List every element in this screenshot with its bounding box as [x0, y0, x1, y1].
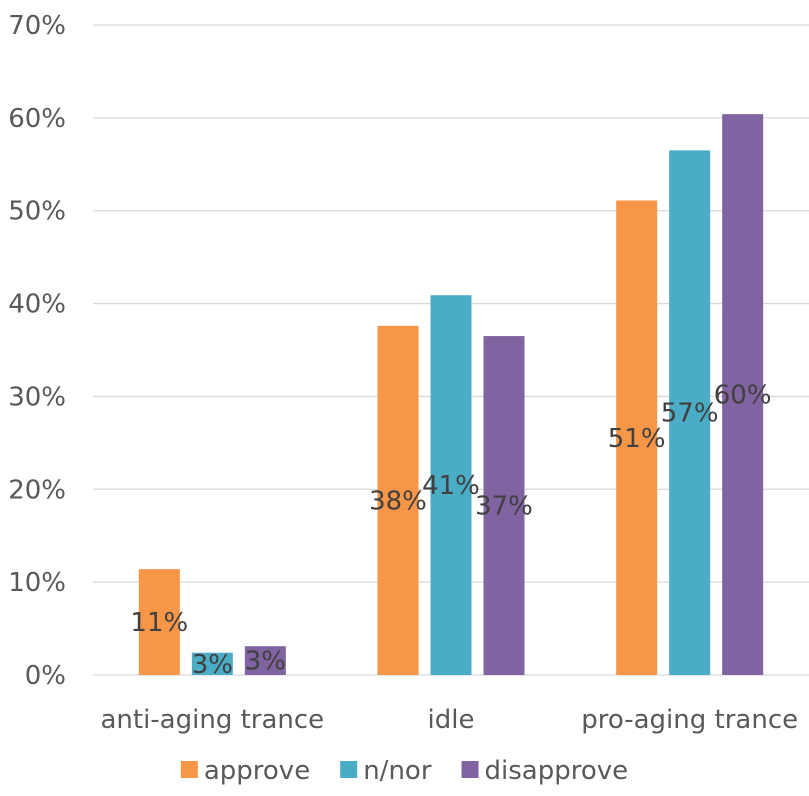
y-tick-label: 0%: [25, 661, 66, 691]
bar-approve-1: [377, 325, 419, 675]
bar-approve-2: [616, 200, 658, 675]
y-tick-label: 40%: [8, 290, 66, 320]
data-label: 41%: [422, 471, 480, 501]
data-label: 3%: [245, 647, 286, 677]
data-label: 51%: [608, 424, 666, 454]
legend-swatch: [461, 761, 479, 778]
category-label: pro-aging trance: [581, 705, 798, 735]
y-tick-label: 60%: [8, 104, 66, 134]
bar-disapprove-1: [483, 336, 525, 675]
bar-disapprove-2: [722, 114, 764, 675]
category-label: anti-aging trance: [100, 705, 324, 735]
y-tick-label: 20%: [8, 475, 66, 505]
y-tick-label: 70%: [8, 11, 66, 41]
data-label: 11%: [130, 608, 188, 638]
data-label: 37%: [475, 492, 533, 522]
bar-nnor-1: [430, 295, 472, 675]
bar-nnor-0: [191, 652, 233, 675]
data-labels: 11%3% 3%38%41%37%51%57%60%: [130, 381, 771, 680]
category-labels: anti-aging trance idle pro-aging trance: [100, 705, 798, 735]
category-label: idle: [428, 705, 475, 735]
legend-label: n/nor: [363, 756, 432, 786]
data-label: 3%: [192, 650, 233, 680]
bar-nnor-2: [669, 150, 711, 675]
y-tick-label: 30%: [8, 382, 66, 412]
y-tick-label: 10%: [8, 568, 66, 598]
data-label: 57%: [661, 399, 719, 429]
data-label: 60%: [714, 381, 772, 411]
bar-disapprove-0: [244, 646, 286, 675]
y-tick-label: 50%: [8, 197, 66, 227]
bar-approve-0: [138, 569, 180, 675]
bars: [138, 114, 764, 675]
y-axis-tick-labels: 0% 10% 20% 30% 40% 50% 60% 70%: [8, 11, 66, 691]
legend-swatch: [180, 761, 198, 778]
data-label: 38%: [369, 486, 427, 516]
legend-swatch: [340, 761, 358, 778]
legend-label: approve: [204, 756, 310, 786]
legend: approve n/nor disapprove: [180, 756, 629, 786]
legend-label: disapprove: [485, 756, 629, 786]
